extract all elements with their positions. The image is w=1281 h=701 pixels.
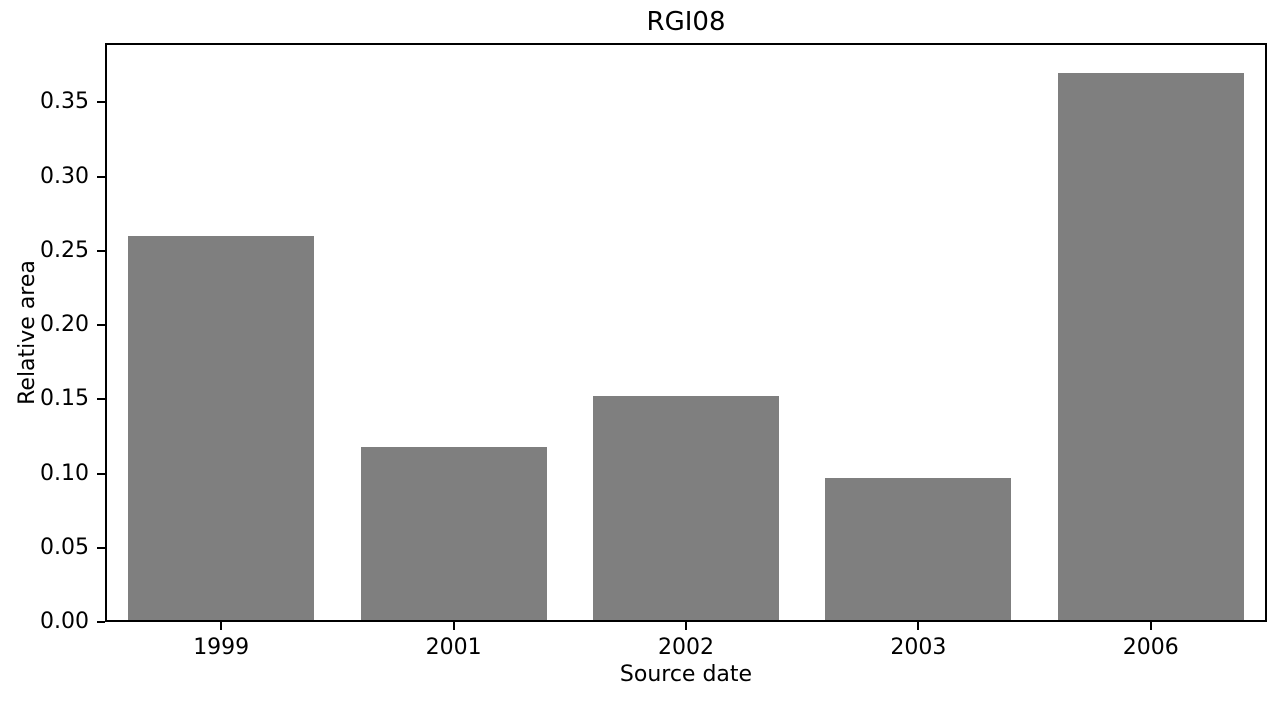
chart-title: RGI08 — [646, 7, 726, 37]
y-tick-label: 0.35 — [40, 89, 89, 115]
y-tick-mark — [97, 472, 105, 475]
x-tick-label: 1999 — [193, 635, 250, 660]
x-tick-label: 2002 — [658, 635, 714, 660]
x-tick-label: 2001 — [425, 635, 482, 660]
y-tick-mark — [97, 249, 105, 252]
x-axis-label: Source date — [619, 662, 753, 687]
y-tick-mark — [97, 101, 105, 104]
y-tick-label: 0.30 — [40, 163, 89, 189]
x-tick-label: 2006 — [1122, 635, 1179, 660]
x-tick-mark — [220, 622, 223, 630]
y-tick-label: 0.10 — [40, 460, 89, 486]
x-tick-mark — [917, 622, 920, 630]
plot-area — [105, 43, 1267, 622]
x-tick-label: 2003 — [890, 635, 947, 660]
bar — [825, 477, 1012, 622]
y-tick-label: 0.25 — [40, 237, 89, 263]
y-tick-mark — [97, 324, 105, 327]
y-tick-label: 0.20 — [40, 312, 89, 338]
y-tick-mark — [97, 546, 105, 549]
x-tick-mark — [1149, 622, 1152, 630]
bar — [360, 446, 547, 622]
y-tick-label: 0.00 — [40, 609, 89, 634]
y-tick-mark — [97, 398, 105, 401]
bar — [128, 236, 315, 622]
bar — [593, 396, 779, 622]
x-tick-mark — [452, 622, 455, 630]
y-tick-label: 0.15 — [40, 386, 89, 412]
x-tick-mark — [685, 622, 687, 630]
bar — [1057, 72, 1244, 622]
y-tick-mark — [97, 621, 105, 623]
y-tick-label: 0.05 — [40, 534, 89, 560]
y-tick-mark — [97, 175, 105, 178]
